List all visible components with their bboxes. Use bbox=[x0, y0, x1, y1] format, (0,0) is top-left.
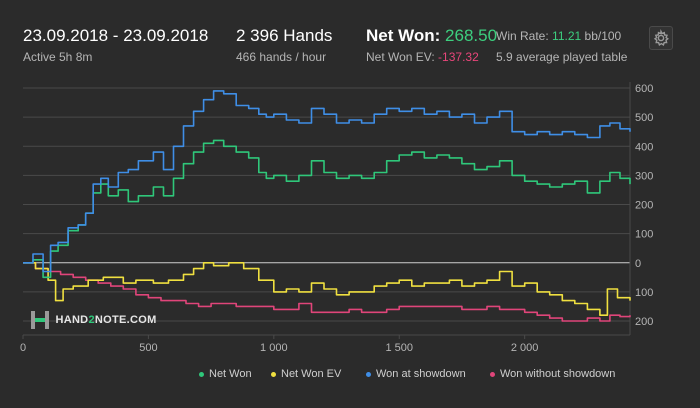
y-tick-label: 200 bbox=[635, 200, 653, 212]
legend-net-won-ev-dot bbox=[271, 371, 276, 377]
hands-per-hour: 466 hands / hour bbox=[236, 50, 327, 64]
x-axis: 0 500 1 000 1 500 2 000 bbox=[20, 335, 538, 354]
net-won-ev-value: -137.32 bbox=[438, 50, 479, 64]
legend-showdown-dot bbox=[366, 371, 371, 377]
y-tick-label: 500 bbox=[635, 112, 653, 124]
legend-net-won-dot bbox=[199, 371, 204, 377]
win-rate-label: Win Rate: bbox=[496, 29, 549, 43]
hand2note-logo: HAND2NOTE.COM bbox=[29, 309, 157, 331]
net-won-ev: Net Won EV: -137.32 bbox=[366, 50, 479, 64]
y-tick-label: 200 bbox=[635, 316, 653, 328]
grid bbox=[23, 82, 631, 336]
y-tick-label: 0 bbox=[635, 258, 641, 270]
x-tick-label: 0 bbox=[20, 342, 26, 354]
series-won-at-showdown bbox=[23, 90, 631, 273]
win-rate-value: 11.21 bbox=[552, 29, 582, 43]
x-tick-label: 500 bbox=[139, 342, 157, 354]
y-tick-label: 100 bbox=[635, 229, 653, 241]
logo-text-a: HAND bbox=[55, 314, 89, 326]
legend-non-showdown[interactable]: Won without showdown bbox=[490, 368, 615, 380]
hands-count: 2 396 Hands bbox=[236, 26, 333, 45]
y-tick-label: 400 bbox=[635, 141, 653, 153]
legend-non-showdown-label: Won without showdown bbox=[500, 368, 616, 380]
logo-text-b: 2 bbox=[88, 314, 95, 326]
x-tick-label: 1 500 bbox=[385, 342, 413, 354]
net-won-label: Net Won: bbox=[366, 26, 441, 45]
series-net-won-ev bbox=[23, 262, 631, 316]
x-tick-label: 1 000 bbox=[260, 342, 288, 354]
net-won: Net Won: 268.50 bbox=[366, 26, 497, 46]
series-net-won bbox=[23, 139, 631, 279]
gear-icon bbox=[653, 29, 669, 46]
net-won-ev-label: Net Won EV: bbox=[366, 50, 435, 64]
y-tick-label: 600 bbox=[635, 83, 653, 95]
legend-net-won-ev[interactable]: Net Won EV bbox=[271, 368, 341, 380]
legend-non-showdown-dot bbox=[490, 371, 495, 377]
y-axis: 600 500 400 300 200 100 0 100 200 bbox=[635, 83, 653, 328]
legend-net-won-label: Net Won bbox=[209, 368, 252, 380]
logo-icon bbox=[31, 311, 49, 329]
y-tick-label: 100 bbox=[635, 287, 653, 299]
settings-button[interactable] bbox=[649, 26, 673, 50]
average-tables: 5.9 average played table bbox=[496, 50, 628, 64]
active-time: Active 5h 8m bbox=[23, 50, 93, 64]
legend-showdown-label: Won at showdown bbox=[376, 368, 466, 380]
legend-net-won-ev-label: Net Won EV bbox=[281, 368, 342, 380]
y-tick-label: 300 bbox=[635, 170, 653, 182]
x-tick-label: 2 000 bbox=[511, 342, 539, 354]
legend-net-won[interactable]: Net Won bbox=[199, 368, 252, 380]
series-won-without-showdown bbox=[23, 262, 631, 322]
date-range: 23.09.2018 - 23.09.2018 bbox=[23, 26, 209, 45]
series-layer bbox=[23, 90, 631, 322]
net-won-value: 268.50 bbox=[445, 26, 498, 45]
legend-showdown[interactable]: Won at showdown bbox=[366, 368, 466, 380]
win-rate: Win Rate: 11.21 bb/100 bbox=[496, 29, 621, 43]
logo-text-c: NOTE.COM bbox=[94, 314, 157, 326]
win-rate-unit: bb/100 bbox=[584, 29, 622, 43]
